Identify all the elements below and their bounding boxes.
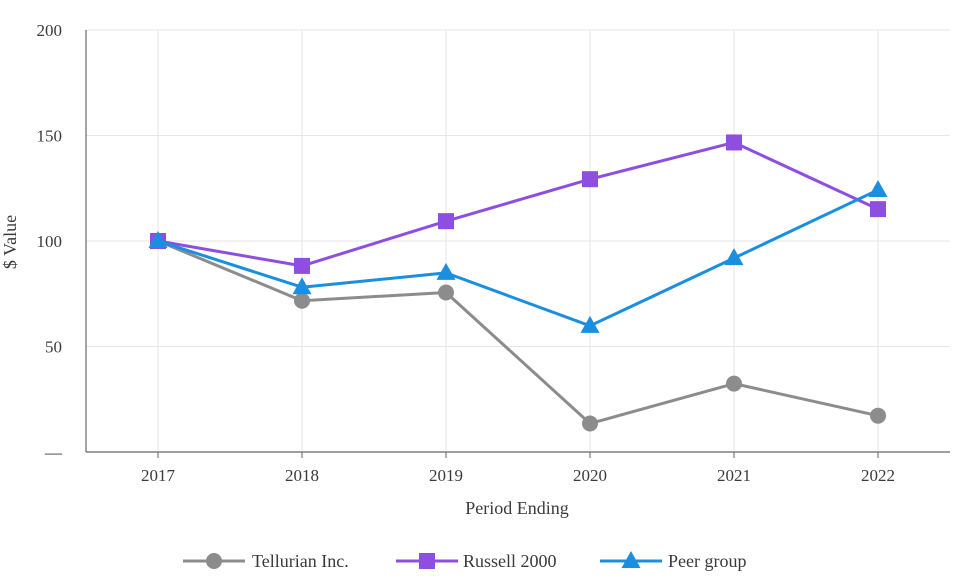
series-2 [148,179,888,333]
data-point [582,415,598,432]
x-tick-label: 2018 [285,466,319,485]
y-axis-title: $ Value [0,215,20,269]
series-1 [150,134,886,274]
data-point [726,134,742,151]
y-tick-label: 100 [37,232,63,251]
x-tick-label: 2021 [717,466,751,485]
series-line [157,188,879,328]
series-group [148,134,888,432]
legend-marker [621,551,641,568]
legend-label: Peer group [668,551,746,571]
legend-marker [206,553,222,569]
data-point [868,179,888,197]
x-axis-title: Period Ending [465,498,569,518]
legend-item: Tellurian Inc. [183,551,349,571]
data-point [870,201,886,218]
series-line [157,140,879,268]
x-tick-label: 2020 [573,466,607,485]
data-point [870,407,886,424]
x-tick-label: 2017 [141,466,176,485]
legend-item: Russell 2000 [396,551,557,571]
legend-label: Tellurian Inc. [252,551,349,571]
x-tick-label: 2019 [429,466,463,485]
data-point [726,375,742,392]
series-line [157,239,879,426]
legend: Tellurian Inc. Russell 2000 Peer group [183,551,746,571]
series-0 [150,233,886,432]
grid-lines [86,29,950,452]
y-tick-label: 50 [45,338,62,357]
axes [85,30,950,458]
legend-marker [419,553,435,569]
data-point [580,315,600,333]
x-tick-label: 2022 [861,466,895,485]
legend-item: Peer group [600,551,746,571]
tick-labels: — 50 100 150 200 2017 2018 2019 2020 2021 2022 [37,21,896,485]
legend-label: Russell 2000 [463,551,557,571]
data-point [294,292,310,309]
data-point [582,171,598,188]
y-tick-label: — [44,443,63,462]
y-tick-label: 200 [37,21,63,40]
data-point [292,277,312,295]
data-point [294,257,310,274]
data-point [724,248,744,266]
y-tick-label: 150 [37,127,63,146]
data-point [148,231,168,248]
data-point [438,213,454,230]
data-point [438,284,454,301]
data-point [436,262,456,280]
